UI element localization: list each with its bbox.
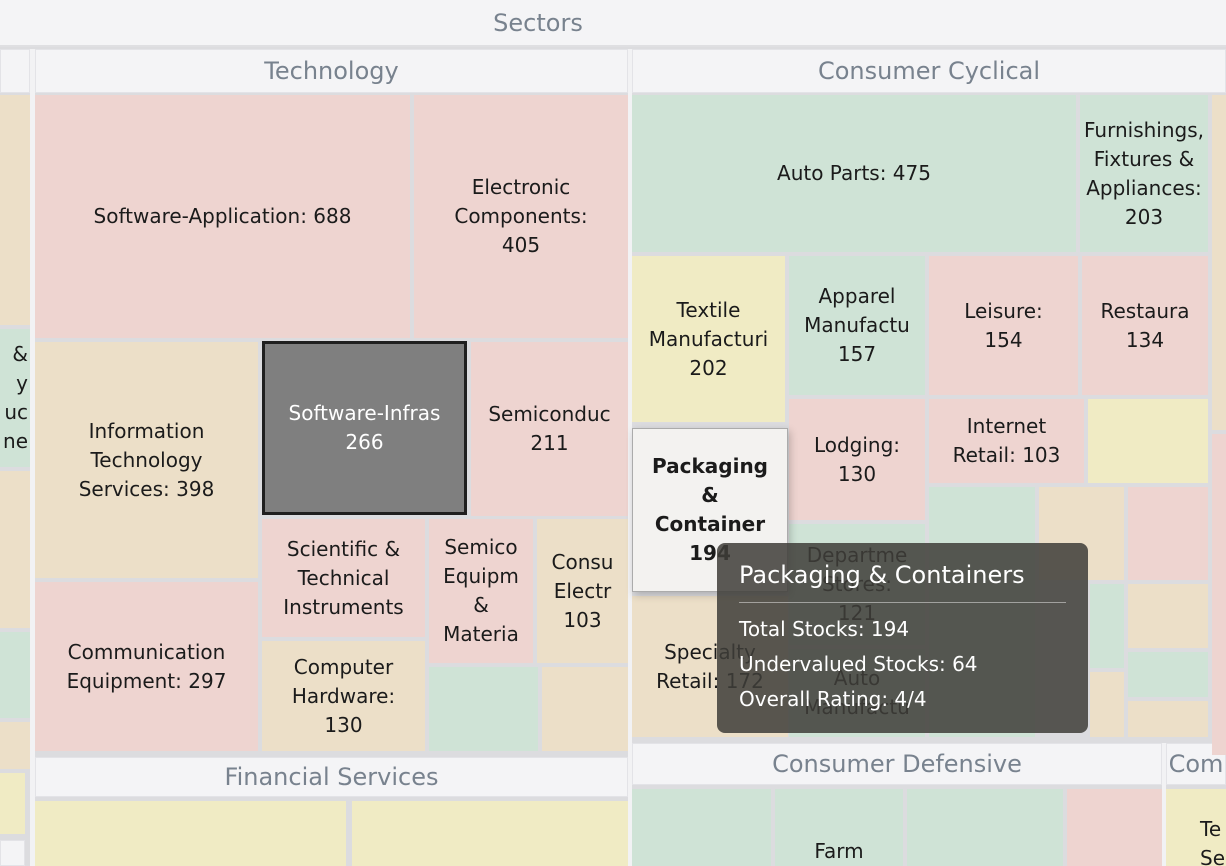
tile-label: Semiconduc 211: [488, 402, 611, 455]
sector-header-left-partial[interactable]: [0, 49, 30, 93]
tile-cyclical-unlabeled-pink-right[interactable]: [1212, 434, 1226, 755]
tile-semiconductors[interactable]: Semiconduc 211: [471, 342, 628, 516]
tile-cyclical-unlabeled-beige-3[interactable]: [1090, 672, 1124, 737]
tile-consumer-electronics[interactable]: Consu Electr 103: [537, 519, 628, 663]
tile-label: Lodging: 130: [813, 432, 901, 486]
tile-label: Textile Manufacturi 202: [648, 297, 769, 380]
treemap-title-bar[interactable]: Sectors: [0, 0, 1226, 47]
tile-label: Software-Infras 266: [288, 401, 441, 454]
treemap-title: Sectors: [493, 8, 583, 37]
tile-label: Restaura 134: [1100, 298, 1190, 352]
tooltip-undervalued-stocks: Undervalued Stocks: 64: [739, 652, 978, 676]
tile-label: & y uc ne: [3, 342, 28, 453]
tile-defensive-unlabeled-1[interactable]: [632, 789, 771, 866]
sector-header-financial-services[interactable]: Financial Services: [35, 757, 628, 797]
tile-label: Internet Retail: 103: [952, 414, 1061, 467]
tile-cyclical-unlabeled-teal-4[interactable]: [1128, 652, 1208, 697]
tooltip-divider: [739, 602, 1066, 603]
tile-cyclical-unlabeled-beige-5[interactable]: [1128, 701, 1208, 737]
tile-farm-products[interactable]: Farm: [775, 789, 903, 866]
tile-furnishings-fixtures-appliances[interactable]: Furnishings, Fixtures & Appliances: 203: [1080, 95, 1208, 252]
tooltip-title: Packaging & Containers: [739, 561, 1025, 589]
gap-left-partial-technology: [30, 49, 35, 866]
tile-label: Communication Equipment: 297: [66, 639, 227, 693]
sector-header-label: Consumer Cyclical: [817, 57, 1041, 85]
tile-restaurants[interactable]: Restaura 134: [1082, 256, 1208, 395]
tile-defensive-unlabeled-3[interactable]: [1067, 789, 1162, 866]
tile-financial-unlabeled-1[interactable]: [35, 801, 346, 866]
tile-textile-manufacturing[interactable]: Textile Manufacturi 202: [632, 256, 785, 422]
sector-header-bottom-left-partial[interactable]: [0, 840, 25, 866]
tile-technology-unlabeled-2[interactable]: [542, 667, 628, 751]
tile-electronic-components[interactable]: Electronic Components: 405: [414, 95, 628, 338]
sector-header-consumer-defensive[interactable]: Consumer Defensive: [632, 743, 1162, 785]
tile-label: Electronic Components: 405: [454, 175, 588, 257]
tile-cyclical-unlabeled-yellow-1[interactable]: [1088, 399, 1208, 483]
tile-scientific-technical-instruments[interactable]: Scientific & Technical Instruments: [262, 519, 425, 637]
tile-label: Apparel Manufactu 157: [804, 284, 910, 366]
sector-header-consumer-cyclical[interactable]: Consumer Cyclical: [632, 49, 1226, 93]
tile-label: Leisure: 154: [964, 298, 1043, 352]
tile-left-partial-6[interactable]: [0, 773, 25, 834]
gap-technology-consumer-cyclical: [628, 49, 632, 866]
tile-cyclical-unlabeled-beige-right[interactable]: [1212, 95, 1226, 430]
tile-left-partial-1[interactable]: [0, 95, 30, 325]
tile-label: Semico Equipm & Materia: [443, 535, 519, 646]
tile-label: Furnishings, Fixtures & Appliances: 203: [1084, 117, 1204, 229]
tile-communication-partial-tile[interactable]: Te Se: [1166, 789, 1226, 866]
tile-left-partial-5[interactable]: [0, 722, 30, 769]
tile-cyclical-unlabeled-teal-3[interactable]: [1090, 584, 1124, 668]
tile-technology-unlabeled-1[interactable]: [429, 667, 538, 751]
tile-lodging[interactable]: Lodging: 130: [789, 399, 925, 520]
sector-header-label: Financial Services: [224, 763, 439, 791]
tooltip: Packaging & Containers Total Stocks: 194…: [717, 543, 1088, 733]
tile-software-application[interactable]: Software-Application: 688: [35, 95, 410, 338]
sector-header-technology[interactable]: Technology: [35, 49, 628, 93]
tile-label: Te Se: [1200, 817, 1225, 866]
tile-label: Information Technology Services: 398: [78, 418, 215, 501]
tile-cyclical-unlabeled-pink-2[interactable]: [1128, 487, 1208, 580]
tile-computer-hardware[interactable]: Computer Hardware: 130: [262, 641, 425, 751]
tile-communication-equipment[interactable]: Communication Equipment: 297: [35, 582, 258, 751]
tile-left-partial-3[interactable]: [0, 471, 30, 628]
tile-label: Scientific & Technical Instruments: [283, 536, 404, 619]
tile-defensive-unlabeled-2[interactable]: [907, 789, 1063, 866]
tile-leisure[interactable]: Leisure: 154: [929, 256, 1078, 395]
tile-information-technology-services[interactable]: Information Technology Services: 398: [35, 342, 258, 578]
sector-header-label: Technology: [264, 57, 399, 85]
tile-internet-retail[interactable]: Internet Retail: 103: [929, 399, 1084, 483]
tile-left-partial-2[interactable]: & y uc ne: [0, 329, 30, 467]
tile-label: Software-Application: 688: [93, 204, 352, 228]
tile-label: Auto Parts: 475: [777, 161, 931, 185]
tile-label: Farm: [814, 839, 864, 863]
tile-software-infrastructure[interactable]: Software-Infras 266: [262, 341, 467, 515]
tooltip-overall-rating: Overall Rating: 4/4: [739, 687, 927, 711]
tile-label: Consu Electr 103: [551, 549, 614, 632]
tile-semiconductor-equipment-materials[interactable]: Semico Equipm & Materia: [429, 519, 533, 663]
tile-label: Computer Hardware: 130: [291, 654, 396, 737]
sector-header-label: Consumer Defensive: [772, 750, 1022, 778]
tile-cyclical-unlabeled-beige-4[interactable]: [1128, 584, 1208, 648]
tile-left-partial-4[interactable]: [0, 632, 30, 718]
tooltip-total-stocks: Total Stocks: 194: [739, 617, 910, 641]
gap-consumer-defensive-communication: [1162, 743, 1166, 866]
tile-financial-unlabeled-2[interactable]: [352, 801, 628, 866]
tile-apparel-manufacturing[interactable]: Apparel Manufactu 157: [789, 256, 925, 395]
tile-auto-parts[interactable]: Auto Parts: 475: [632, 95, 1076, 252]
